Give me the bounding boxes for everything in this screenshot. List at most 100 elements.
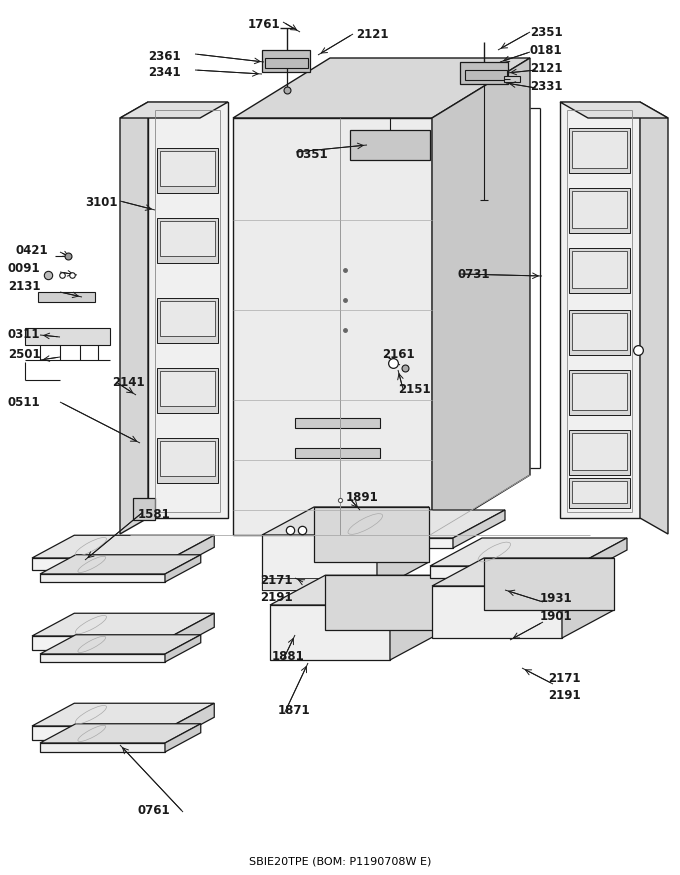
Polygon shape	[40, 555, 201, 574]
Polygon shape	[120, 102, 228, 118]
Polygon shape	[432, 58, 530, 535]
Polygon shape	[32, 636, 172, 650]
Polygon shape	[572, 313, 627, 350]
Text: 2331: 2331	[530, 80, 562, 93]
Text: 1881: 1881	[272, 650, 305, 663]
Polygon shape	[157, 368, 218, 413]
Text: 0351: 0351	[295, 148, 328, 161]
Text: 2131: 2131	[8, 280, 41, 293]
Polygon shape	[350, 130, 430, 160]
Text: 1901: 1901	[540, 610, 573, 623]
Polygon shape	[377, 507, 429, 590]
Polygon shape	[640, 102, 668, 534]
Text: 0731: 0731	[458, 268, 490, 281]
Polygon shape	[172, 536, 214, 570]
Polygon shape	[270, 605, 390, 660]
Text: 1761: 1761	[248, 18, 281, 31]
Polygon shape	[160, 151, 215, 186]
Polygon shape	[157, 298, 218, 343]
Polygon shape	[569, 478, 630, 508]
Polygon shape	[157, 148, 218, 193]
Polygon shape	[430, 566, 575, 578]
Polygon shape	[265, 58, 308, 68]
Text: 3101: 3101	[85, 196, 118, 209]
Polygon shape	[430, 538, 627, 566]
Polygon shape	[172, 704, 214, 740]
Polygon shape	[262, 50, 310, 72]
Polygon shape	[560, 102, 640, 518]
Text: 0181: 0181	[530, 44, 562, 57]
Polygon shape	[32, 704, 214, 726]
Polygon shape	[165, 724, 201, 752]
Text: 2191: 2191	[260, 591, 292, 604]
Polygon shape	[160, 301, 215, 336]
Polygon shape	[298, 510, 505, 538]
Polygon shape	[157, 438, 218, 483]
Text: 1581: 1581	[138, 508, 171, 521]
Polygon shape	[25, 328, 110, 345]
Polygon shape	[40, 574, 165, 582]
Polygon shape	[120, 102, 148, 534]
Polygon shape	[160, 441, 215, 476]
Polygon shape	[40, 743, 165, 752]
Polygon shape	[572, 191, 627, 228]
Polygon shape	[32, 726, 172, 740]
Text: 2501: 2501	[8, 348, 41, 361]
Polygon shape	[160, 221, 215, 256]
Polygon shape	[453, 510, 505, 548]
Polygon shape	[325, 575, 445, 630]
Text: 2361: 2361	[148, 50, 181, 63]
Text: 2161: 2161	[382, 348, 415, 361]
Text: 0311: 0311	[8, 328, 41, 341]
Polygon shape	[432, 586, 562, 638]
Polygon shape	[32, 536, 214, 558]
Text: 2171: 2171	[548, 672, 581, 685]
Polygon shape	[157, 218, 218, 263]
Polygon shape	[562, 558, 614, 638]
Polygon shape	[572, 373, 627, 410]
Text: 2171: 2171	[260, 574, 292, 587]
Polygon shape	[295, 418, 380, 428]
Polygon shape	[38, 292, 95, 302]
Polygon shape	[575, 538, 627, 578]
Text: 1891: 1891	[346, 491, 379, 504]
Polygon shape	[569, 188, 630, 233]
Polygon shape	[484, 558, 614, 610]
Text: SBIE20TPE (BOM: P1190708W E): SBIE20TPE (BOM: P1190708W E)	[249, 857, 431, 867]
Polygon shape	[32, 558, 172, 570]
Polygon shape	[572, 251, 627, 288]
Polygon shape	[40, 724, 201, 743]
Polygon shape	[572, 481, 627, 503]
Polygon shape	[569, 430, 630, 475]
Text: 2151: 2151	[398, 383, 430, 396]
Polygon shape	[504, 76, 520, 82]
Text: 0091: 0091	[8, 262, 41, 275]
Polygon shape	[262, 507, 429, 535]
Polygon shape	[295, 448, 380, 458]
Polygon shape	[165, 634, 201, 662]
Polygon shape	[40, 654, 165, 662]
Polygon shape	[390, 575, 445, 660]
Polygon shape	[148, 102, 228, 518]
Polygon shape	[314, 507, 429, 562]
Text: 2191: 2191	[548, 689, 581, 702]
Text: 2341: 2341	[148, 66, 181, 79]
Polygon shape	[432, 558, 614, 586]
Polygon shape	[40, 634, 201, 654]
Polygon shape	[572, 433, 627, 470]
Polygon shape	[172, 613, 214, 650]
Polygon shape	[569, 370, 630, 415]
Text: 0421: 0421	[16, 244, 49, 257]
Polygon shape	[160, 371, 215, 406]
Text: 1931: 1931	[540, 592, 573, 605]
Polygon shape	[165, 555, 201, 582]
Text: 1871: 1871	[278, 704, 311, 717]
Polygon shape	[32, 613, 214, 636]
Polygon shape	[560, 102, 668, 118]
Polygon shape	[233, 118, 432, 535]
Polygon shape	[270, 575, 445, 605]
Text: 2351: 2351	[530, 26, 562, 39]
Polygon shape	[569, 248, 630, 293]
Text: 0511: 0511	[8, 396, 41, 409]
Polygon shape	[262, 535, 377, 590]
